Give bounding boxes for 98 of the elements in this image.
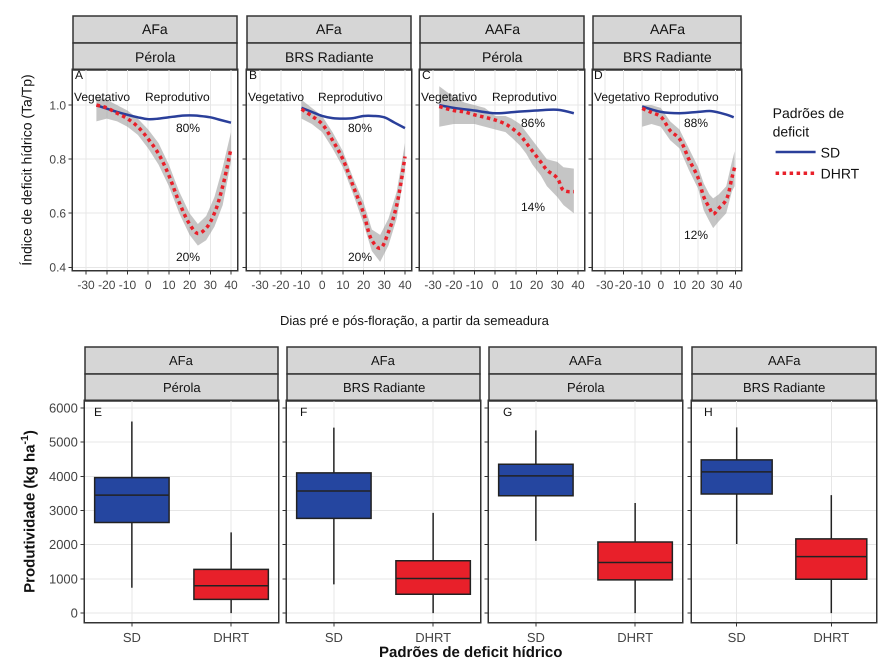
annotation: C — [422, 68, 431, 82]
annotation: 20% — [348, 250, 372, 264]
x-tick-label: -20 — [614, 278, 632, 292]
x-tick-label: 20 — [182, 278, 197, 292]
annotation: Vegetativo — [594, 90, 650, 104]
annotation: D — [594, 68, 603, 82]
chart-subtitle: Pérola — [482, 49, 523, 65]
x-tick-label: DHRT — [813, 630, 850, 646]
annotation: 86% — [521, 116, 546, 130]
x-tick-label: -20 — [272, 278, 290, 292]
y-tick-label: 0.8 — [49, 152, 66, 166]
annotation: Reprodutivo — [492, 90, 558, 104]
annotation: 12% — [684, 228, 708, 242]
chart-title: AFa — [169, 353, 194, 368]
annotation: Vegetativo — [74, 90, 130, 104]
x-tick-label: 30 — [550, 278, 564, 292]
y-axis-title: Índice de deficit hídrico (Ta/Tp) — [18, 74, 34, 266]
chart-subtitle: Pérola — [567, 380, 606, 395]
y-tick-label: 1000 — [48, 571, 78, 586]
annotation: F — [300, 405, 308, 419]
chart-title: AFa — [371, 353, 396, 368]
x-tick-label: 40 — [224, 278, 238, 292]
x-tick-label: -20 — [445, 278, 463, 292]
x-tick-label: 40 — [728, 278, 743, 292]
x-tick-label: 20 — [530, 278, 544, 292]
x-tick-label: 40 — [571, 278, 585, 292]
x-tick-label: 20 — [692, 278, 706, 292]
annotation: A — [75, 68, 84, 82]
x-tick-label: SD — [122, 630, 141, 646]
annotation: E — [94, 405, 102, 419]
x-tick-label: 30 — [378, 278, 392, 292]
chart-title: AFa — [142, 21, 168, 37]
annotation: B — [249, 68, 258, 82]
chart-subtitle: BRS Radiante — [285, 49, 374, 65]
x-tick-label: -30 — [596, 278, 614, 292]
annotation: Reprodutivo — [654, 90, 720, 104]
annotation: Reprodutivo — [318, 90, 384, 104]
chart-subtitle: BRS Radiante — [623, 49, 712, 65]
annotation: 14% — [521, 200, 546, 214]
chart-title: AAFa — [485, 21, 520, 37]
legend-label: DHRT — [820, 166, 860, 182]
x-tick-label: 0 — [657, 278, 664, 292]
x-tick-label: -10 — [292, 278, 310, 292]
x-tick-label: 0 — [318, 278, 326, 292]
chart-title: AAFa — [650, 21, 686, 37]
x-tick-label: -10 — [466, 278, 484, 292]
x-tick-label: 10 — [162, 278, 176, 292]
annotation: Vegetativo — [248, 90, 304, 104]
x-tick-label: 0 — [492, 278, 499, 292]
y-tick-label: 0.6 — [49, 206, 66, 220]
x-tick-label: -10 — [118, 278, 136, 292]
x-axis-title: Dias pré e pós-floração, a partir da semeadura — [280, 313, 550, 328]
chart-title: AAFa — [569, 353, 602, 368]
x-tick-label: 20 — [356, 278, 371, 292]
x-tick-label: -30 — [77, 278, 96, 292]
chart-subtitle: BRS Radiante — [743, 380, 826, 395]
x-tick-label: DHRT — [617, 630, 654, 646]
annotation: 80% — [176, 121, 200, 135]
y-tick-label: 5000 — [48, 434, 78, 450]
annotation: Vegetativo — [421, 90, 478, 104]
x-tick-label: 30 — [710, 278, 724, 292]
y-tick-label: 4000 — [48, 468, 78, 484]
x-tick-label: -30 — [424, 278, 442, 292]
y-tick-label: 0.4 — [49, 260, 66, 274]
chart-subtitle: BRS Radiante — [343, 380, 426, 395]
annotation: 80% — [348, 121, 372, 135]
x-tick-label: DHRT — [415, 630, 452, 646]
annotation: 88% — [684, 116, 708, 130]
x-tick-label: 10 — [336, 278, 350, 292]
y-tick-label: 6000 — [48, 400, 78, 416]
line-series — [95, 104, 232, 124]
x-tick-label: 0 — [144, 278, 152, 292]
chart-title: AAFa — [768, 353, 802, 368]
x-tick-label: SD — [728, 630, 746, 646]
y-tick-label: 1.0 — [49, 98, 66, 112]
x-tick-label: -20 — [98, 278, 116, 292]
x-tick-label: 40 — [398, 278, 412, 292]
x-tick-label: 30 — [204, 278, 218, 292]
x-axis-title: Padrões de deficit hídrico — [379, 644, 562, 661]
chart-title: AFa — [316, 21, 342, 37]
x-tick-label: -10 — [633, 278, 652, 292]
legend-title: Padrões de deficit — [772, 105, 844, 140]
x-tick-label: -30 — [251, 278, 270, 292]
x-tick-label: SD — [324, 630, 343, 646]
chart-subtitle: Pérola — [163, 380, 202, 395]
annotation: H — [704, 405, 713, 419]
y-tick-label: 2000 — [48, 537, 78, 552]
annotation: Reprodutivo — [145, 90, 210, 104]
y-tick-label: 0 — [70, 606, 78, 621]
x-tick-label: 10 — [672, 278, 687, 292]
chart-subtitle: Pérola — [135, 49, 176, 65]
annotation: 20% — [176, 250, 200, 264]
x-tick-label: 10 — [509, 278, 523, 292]
x-tick-label: SD — [526, 630, 545, 646]
y-tick-label: 3000 — [48, 503, 78, 518]
x-tick-label: DHRT — [213, 630, 250, 646]
legend-label: SD — [820, 144, 840, 160]
annotation: G — [503, 405, 512, 419]
